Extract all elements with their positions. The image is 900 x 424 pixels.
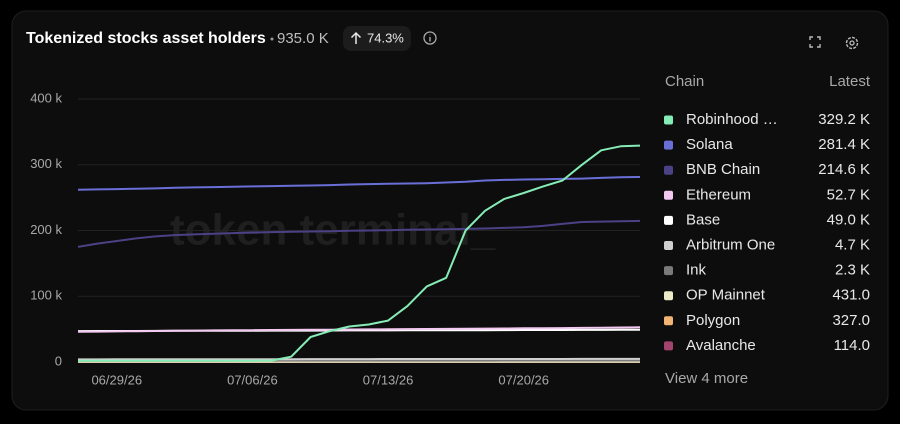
legend-swatch — [664, 341, 673, 351]
series-line — [78, 357, 640, 361]
y-tick-label: 0 — [55, 353, 62, 368]
settings-icon-center — [849, 40, 855, 46]
change-value: 74.3% — [367, 30, 404, 45]
legend-latest: 329.2 K — [818, 111, 870, 128]
legend-swatch — [664, 266, 673, 276]
legend-swatch — [664, 291, 673, 301]
change-badge — [343, 26, 411, 51]
info-icon[interactable] — [423, 31, 437, 45]
legend-latest: 52.7 K — [827, 186, 870, 203]
legend-swatch — [664, 165, 673, 175]
separator — [270, 37, 274, 41]
view-more[interactable]: View 4 more — [665, 370, 748, 387]
x-tick-label: 06/29/26 — [91, 372, 142, 387]
expand-icon[interactable] — [809, 36, 821, 48]
total-value: 935.0 K — [277, 30, 329, 47]
legend-label: Arbitrum One — [686, 236, 775, 253]
legend-latest: 431.0 — [832, 287, 870, 304]
legend-label: Polygon — [686, 312, 740, 329]
legend-label: Ink — [686, 262, 707, 279]
legend-latest: 4.7 K — [835, 236, 870, 253]
legend-label: Ethereum — [686, 186, 751, 203]
legend-header-chain: Chain — [665, 73, 704, 90]
y-tick-label: 200 k — [30, 222, 62, 237]
legend-label: BNB Chain — [686, 161, 760, 178]
legend-latest: 327.0 — [832, 312, 870, 329]
series-line — [78, 144, 641, 362]
y-tick-label: 300 k — [30, 156, 62, 171]
y-tick-label: 100 k — [30, 288, 62, 303]
legend-label: Robinhood … — [686, 111, 778, 128]
legend-label: Avalanche — [686, 337, 756, 354]
series-line — [77, 176, 641, 191]
legend-label: Base — [686, 211, 720, 228]
x-tick-label: 07/06/26 — [227, 372, 278, 387]
legend-label: Solana — [686, 136, 733, 153]
legend-swatch — [664, 241, 673, 250]
legend-swatch — [664, 115, 673, 125]
legend-swatch — [664, 190, 673, 200]
legend-swatch — [664, 316, 673, 326]
legend-latest: 281.4 K — [818, 136, 870, 153]
series-line — [77, 219, 641, 248]
legend-swatch — [664, 215, 673, 225]
y-tick-label: 400 k — [30, 90, 62, 105]
legend-swatch — [664, 140, 673, 150]
x-tick-label: 07/20/26 — [498, 372, 549, 387]
x-tick-label: 07/13/26 — [363, 372, 414, 387]
legend-latest: 49.0 K — [827, 211, 870, 228]
arrow-up-icon — [350, 31, 362, 44]
card — [11, 10, 889, 411]
legend-latest: 114.0 — [834, 337, 870, 354]
legend-latest: 214.6 K — [818, 161, 870, 178]
legend-label: OP Mainnet — [686, 287, 766, 304]
legend-header-latest: Latest — [829, 73, 871, 90]
series-line — [77, 326, 641, 333]
chart-title: Tokenized stocks asset holders — [26, 30, 266, 47]
legend-latest: 2.3 K — [835, 262, 870, 279]
settings-icon[interactable] — [845, 36, 859, 50]
